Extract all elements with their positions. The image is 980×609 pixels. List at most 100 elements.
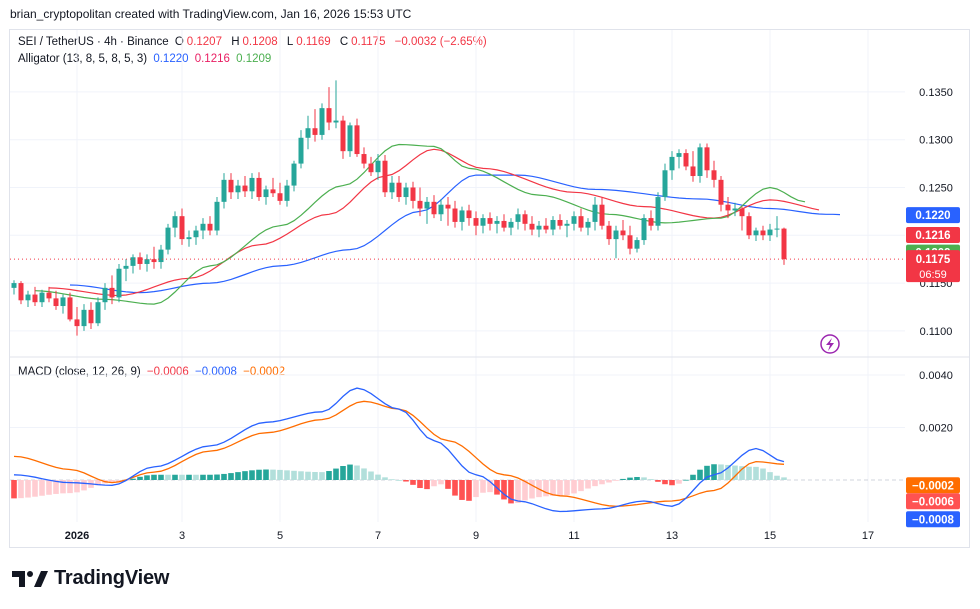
tradingview-brand: TradingView (54, 567, 170, 589)
macd-histogram-bar (669, 480, 675, 486)
candle (368, 156, 374, 177)
candle (221, 173, 227, 209)
price-tick-label: 0.1250 (919, 182, 953, 194)
candle-body (767, 229, 773, 236)
last-price-badge-bg (906, 250, 960, 283)
macd-histogram-bar (228, 473, 234, 480)
macd-histogram-bar (39, 480, 45, 496)
macd-hist-badge: −0.0006 (906, 493, 960, 510)
candle (515, 208, 521, 230)
macd-histogram-bar (445, 480, 451, 489)
candle (165, 223, 171, 255)
candle (487, 212, 493, 231)
candle (760, 225, 766, 241)
macd-histogram-bar (711, 464, 717, 480)
macd-histogram-bar (739, 466, 745, 480)
candle-body (627, 235, 633, 249)
macd-hist-badge-text: −0.0006 (912, 496, 954, 508)
lightning-icon-bolt (826, 338, 834, 351)
macd-histogram-bar (662, 480, 668, 485)
candle (158, 244, 164, 269)
candle-body (529, 223, 535, 230)
macd-histogram-bar (25, 480, 31, 498)
candle-body (746, 216, 752, 236)
macd-histogram-bar (193, 474, 199, 480)
candle-body (410, 187, 416, 201)
candle-body (242, 185, 248, 192)
macd-histogram-bar (403, 480, 409, 482)
candle-body (319, 108, 325, 135)
macd-histogram-bar (137, 476, 143, 480)
macd-histogram-bar (466, 480, 472, 501)
macd-histogram-bar (648, 479, 654, 480)
macd-histogram-bar (508, 480, 514, 504)
candle (11, 280, 17, 295)
macd-histogram-bar (18, 480, 24, 499)
candle-body (711, 170, 717, 180)
candle (690, 151, 696, 182)
candle (739, 206, 745, 231)
macd-histogram-bar (690, 474, 696, 480)
chart-frame (9, 29, 970, 548)
candle (501, 214, 507, 232)
candle-body (200, 223, 206, 231)
candle-body (543, 225, 549, 230)
candle-body (459, 210, 465, 222)
candle (326, 87, 332, 131)
candle-body (193, 230, 199, 238)
candle-body (571, 216, 577, 224)
macd-signal-badge: −0.0002 (906, 477, 960, 494)
candle (256, 172, 262, 201)
alligator-lips-value: 0.1209 (236, 53, 272, 65)
lightning-icon[interactable] (820, 334, 840, 354)
candle (550, 216, 556, 236)
candle (347, 122, 353, 157)
candle-body (67, 297, 73, 320)
candle (53, 290, 59, 310)
candle-body (228, 179, 234, 193)
candle (130, 254, 136, 274)
macd-histogram-bar (424, 480, 430, 490)
candle-body (179, 216, 185, 240)
candle (536, 220, 542, 238)
candle-body (354, 125, 360, 155)
candle (613, 225, 619, 259)
macd-histogram-bar (606, 480, 612, 483)
candle (144, 254, 150, 272)
macd-histogram-bar (480, 480, 486, 493)
candle-body (417, 200, 423, 209)
candle-body (620, 230, 626, 236)
candle-body (501, 220, 507, 228)
macd-histogram-bar (655, 480, 661, 482)
macd-histogram-bar (179, 474, 185, 480)
candle (200, 218, 206, 240)
candle (564, 219, 570, 238)
macd-histogram-bar (130, 478, 136, 480)
candle-body (655, 197, 661, 226)
candle (410, 181, 416, 209)
candle (543, 218, 549, 234)
alligator-label[interactable]: Alligator (13, 8, 5, 8, 5, 3) (18, 53, 148, 65)
symbol-name[interactable]: SEI / TetherUS · 4h · Binance (18, 36, 169, 48)
macd-histogram-bar (305, 471, 311, 480)
candle (151, 246, 157, 269)
macd-legend[interactable]: MACD (close, 12, 26, 9) −0.0006 −0.0008 … (18, 366, 288, 378)
candle-body (683, 153, 689, 167)
macd-histogram-bar (557, 480, 563, 496)
candle (585, 218, 591, 236)
macd-histogram-bar (67, 480, 73, 494)
alligator-legend[interactable]: Alligator (13, 8, 5, 8, 5, 3) 0.1220 0.1… (18, 53, 274, 65)
candle (620, 219, 626, 241)
macd-signal-badge-bg (906, 477, 960, 494)
macd-histogram-bar (522, 480, 528, 501)
teeth-price-badge-bg (906, 226, 960, 243)
tradingview-logo[interactable]: TradingView (12, 567, 169, 590)
candle-body (305, 128, 311, 138)
candle (270, 177, 276, 198)
candle-body (81, 309, 87, 327)
macd-histogram-bar (81, 480, 87, 491)
candle (697, 143, 703, 183)
jaw-price-badge-text: 0.1220 (915, 210, 950, 222)
